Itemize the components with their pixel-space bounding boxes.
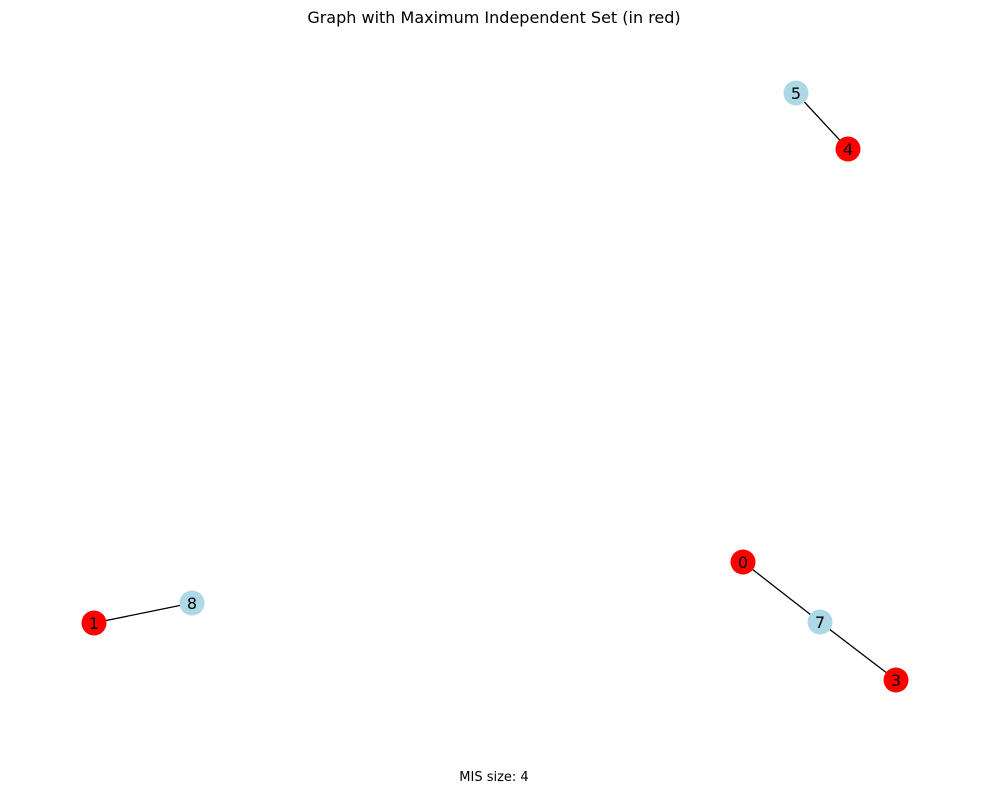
edges-layer <box>93 92 897 681</box>
node-3: 3 <box>883 667 909 693</box>
node-5: 5 <box>783 80 809 106</box>
edge-1-8 <box>93 602 193 624</box>
node-label-7: 7 <box>815 613 825 632</box>
node-1: 1 <box>81 610 107 636</box>
node-label-4: 4 <box>843 140 853 159</box>
edge-0-7 <box>742 561 821 623</box>
node-label-1: 1 <box>89 614 99 633</box>
node-4: 4 <box>835 136 861 162</box>
node-circle-3 <box>883 667 909 693</box>
node-circle-1 <box>81 610 107 636</box>
node-8: 8 <box>179 590 205 616</box>
nodes-layer: 0 1 3 4 5 7 8 <box>81 80 909 693</box>
edge-5-4 <box>795 92 849 150</box>
node-label-0: 0 <box>738 553 748 572</box>
node-circle-7 <box>807 609 833 635</box>
node-circle-8 <box>179 590 205 616</box>
node-label-5: 5 <box>791 84 801 103</box>
mis-size-caption: MIS size: 4 <box>459 770 528 785</box>
node-circle-4 <box>835 136 861 162</box>
node-circle-0 <box>730 549 756 575</box>
node-circle-5 <box>783 80 809 106</box>
node-label-8: 8 <box>187 594 197 613</box>
figure-title: Graph with Maximum Independent Set (in r… <box>307 8 680 27</box>
node-0: 0 <box>730 549 756 575</box>
edge-7-3 <box>819 621 897 681</box>
node-7: 7 <box>807 609 833 635</box>
node-label-3: 3 <box>891 671 901 690</box>
